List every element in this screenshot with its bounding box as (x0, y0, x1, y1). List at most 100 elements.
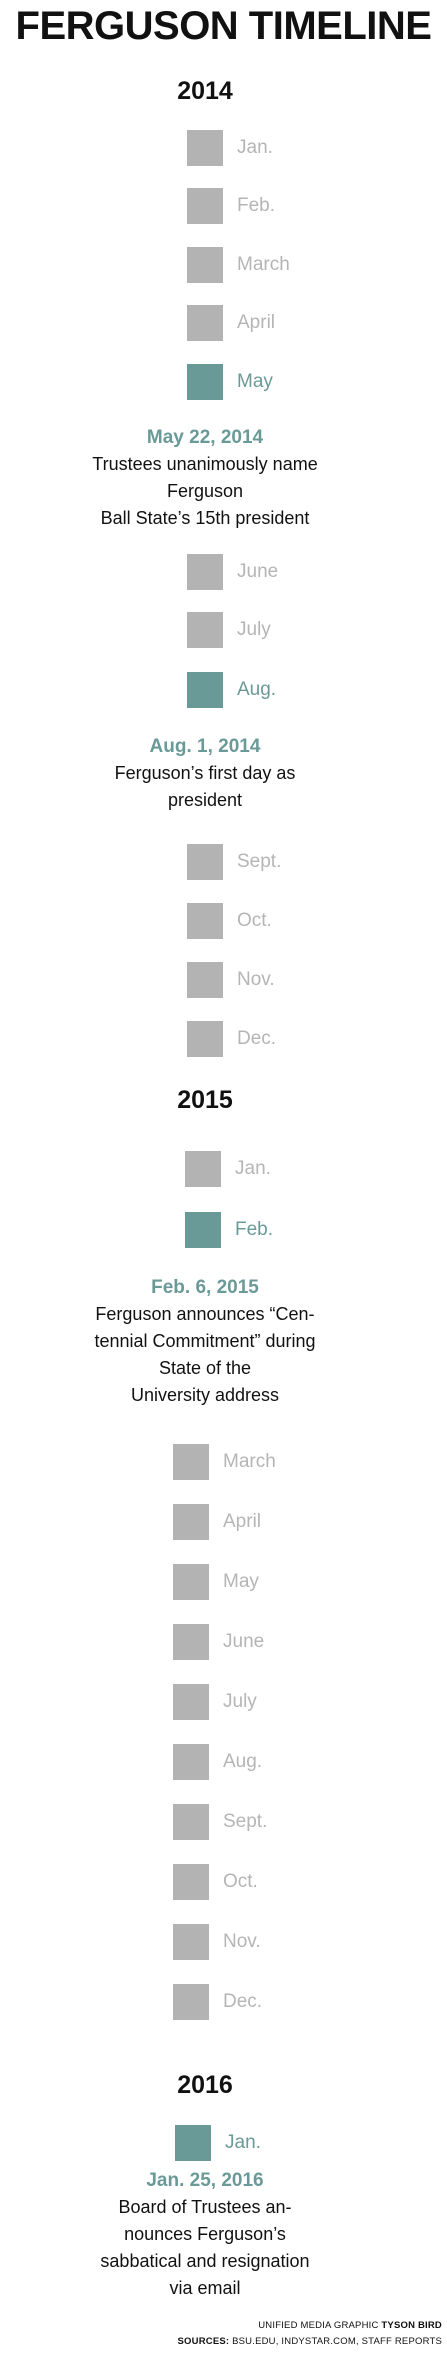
month-label: Nov. (237, 969, 275, 990)
month-row: June (187, 553, 278, 591)
month-row: Dec. (187, 1020, 276, 1058)
month-row: March (187, 246, 290, 284)
month-label: Jan. (235, 1158, 271, 1179)
event-text-line: Ball State’s 15th president (100, 508, 310, 528)
month-marker (173, 1924, 209, 1960)
month-marker (187, 554, 223, 590)
month-marker (187, 130, 223, 166)
event-text-line: Trustees unanimously name (92, 454, 318, 474)
month-label: July (223, 1691, 257, 1712)
month-label: Dec. (237, 1028, 277, 1049)
month-label: Aug. (223, 1751, 263, 1772)
month-label: March (223, 1451, 276, 1472)
year-heading-2014: 2014 (177, 77, 233, 105)
month-label: Oct. (223, 1871, 258, 1892)
month-marker (173, 1864, 209, 1900)
month-marker (173, 1444, 209, 1480)
month-row: Jan. (185, 1150, 271, 1188)
event-date: Aug. 1, 2014 (149, 736, 261, 757)
month-marker (185, 1212, 221, 1248)
month-marker (187, 672, 223, 708)
month-row: April (187, 304, 275, 342)
month-marker (187, 962, 223, 998)
month-label: May (237, 371, 273, 392)
month-row: Jan. (187, 129, 273, 167)
month-row: Feb. (185, 1211, 273, 1249)
event-text-line: Ferguson announces “Cen- (95, 1304, 315, 1324)
month-row: Sept. (173, 1803, 267, 1841)
month-marker (187, 1021, 223, 1057)
month-label: April (223, 1511, 262, 1532)
month-row: May (187, 363, 273, 401)
month-marker (187, 612, 223, 648)
page-title: FERGUSON TIMELINE (15, 4, 432, 48)
month-row: Jan. (175, 2124, 261, 2162)
month-marker (173, 1504, 209, 1540)
month-label: June (237, 561, 279, 582)
month-row: April (173, 1503, 261, 1541)
event-jan-2016: Jan. 25, 2016 Board of Trustees an- noun… (80, 2168, 330, 2302)
month-marker (187, 844, 223, 880)
month-label: Sept. (223, 1811, 268, 1832)
month-row: Aug. (173, 1743, 262, 1781)
event-date: Feb. 6, 2015 (151, 1277, 259, 1298)
credit-author: TYSON BIRD (381, 2320, 442, 2331)
month-row: Oct. (173, 1863, 258, 1901)
month-row: May (173, 1563, 259, 1601)
month-marker (173, 1804, 209, 1840)
month-label: June (223, 1631, 265, 1652)
event-text-line: Ferguson (166, 481, 244, 501)
event-text-line: Ferguson’s first day as (114, 763, 296, 783)
sources-credit: SOURCES: BSU.EDU, INDYSTAR.COM, STAFF RE… (178, 2336, 442, 2348)
month-row: Nov. (173, 1923, 261, 1961)
month-label: April (237, 312, 276, 333)
month-row: Feb. (187, 187, 275, 225)
month-label: Nov. (223, 1931, 261, 1952)
month-label: Jan. (225, 2132, 261, 2153)
month-row: March (173, 1443, 276, 1481)
month-marker (185, 1151, 221, 1187)
month-label: March (237, 254, 290, 275)
credit-prefix: UNIFIED MEDIA GRAPHIC (258, 2320, 379, 2331)
event-text-line: University address (130, 1385, 280, 1405)
event-text-line: president (167, 790, 243, 810)
year-heading-2016: 2016 (177, 2071, 233, 2099)
event-text-line: tennial Commitment” during (94, 1331, 316, 1351)
month-marker (187, 364, 223, 400)
event-date: Jan. 25, 2016 (146, 2170, 264, 2191)
month-row: Oct. (187, 902, 272, 940)
event-text-line: State of the (158, 1358, 252, 1378)
month-marker (173, 1624, 209, 1660)
event-text-line: via email (169, 2278, 241, 2298)
month-marker (173, 1564, 209, 1600)
month-row: Sept. (187, 843, 281, 881)
event-may-2014: May 22, 2014 Trustees unanimously name F… (80, 425, 330, 532)
event-text-line: nounces Ferguson’s (124, 2224, 286, 2244)
event-date: May 22, 2014 (146, 427, 264, 448)
month-row: July (187, 611, 271, 649)
month-marker (187, 247, 223, 283)
month-marker (173, 1984, 209, 2020)
month-label: Sept. (237, 851, 282, 872)
month-label: Jan. (237, 137, 273, 158)
month-row: June (173, 1623, 264, 1661)
month-marker (187, 188, 223, 224)
month-label: Dec. (223, 1991, 263, 2012)
month-label: May (223, 1571, 259, 1592)
event-feb-2015: Feb. 6, 2015 Ferguson announces “Cen- te… (80, 1275, 330, 1409)
year-heading-2015: 2015 (177, 1086, 233, 1114)
month-label: Feb. (235, 1219, 274, 1240)
month-row: July (173, 1683, 257, 1721)
month-row: Aug. (187, 671, 276, 709)
month-label: Aug. (237, 679, 277, 700)
month-marker (173, 1684, 209, 1720)
event-text-line: Board of Trustees an- (118, 2197, 292, 2217)
graphic-credit: UNIFIED MEDIA GRAPHIC TYSON BIRD (258, 2320, 442, 2332)
month-marker (175, 2125, 211, 2161)
month-marker (187, 305, 223, 341)
month-label: Oct. (237, 910, 272, 931)
sources-label: SOURCES: (177, 2336, 230, 2347)
month-row: Nov. (187, 961, 275, 999)
sources-text: BSU.EDU, INDYSTAR.COM, STAFF REPORTS (232, 2336, 442, 2347)
event-text-line: sabbatical and resignation (100, 2251, 310, 2271)
